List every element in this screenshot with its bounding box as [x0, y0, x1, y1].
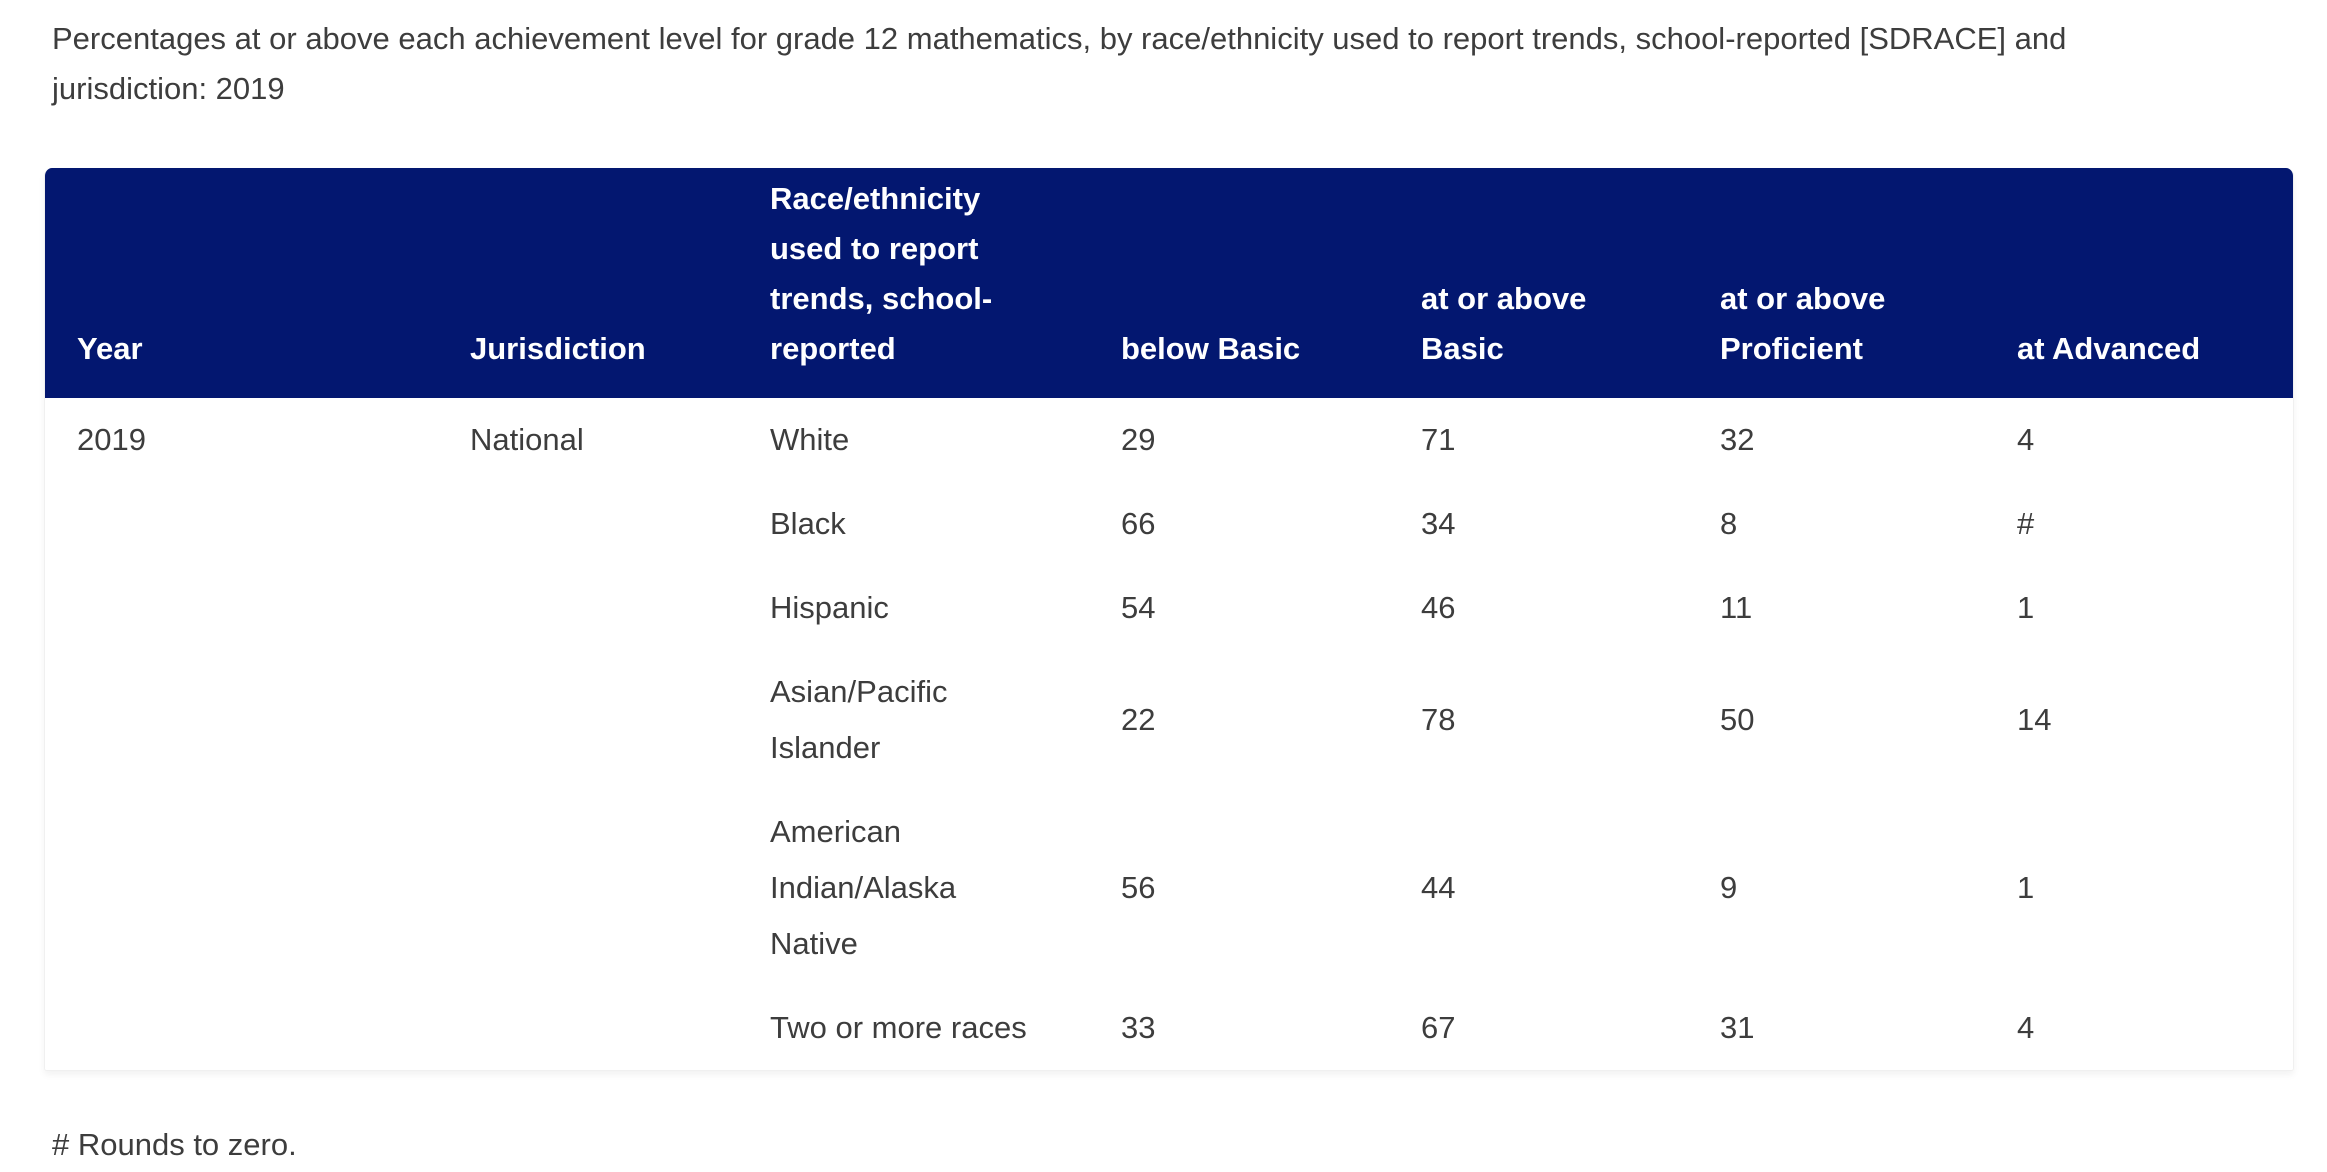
cell-at-advanced: 1: [1985, 566, 2293, 650]
cell-jurisdiction: [438, 790, 738, 986]
cell-at-advanced: #: [1985, 482, 2293, 566]
page: Percentages at or above each achievement…: [44, 14, 2297, 1167]
cell-at-or-above-basic: 71: [1389, 398, 1688, 482]
cell-race: Hispanic: [738, 566, 1089, 650]
table-row-american-indian-alaska-native: American Indian/Alaska Native 56 44 9 1: [45, 790, 2293, 986]
cell-year: [45, 650, 438, 790]
column-header-year: Year: [45, 168, 438, 398]
table-row-asian-pacific-islander: Asian/Pacific Islander 22 78 50 14: [45, 650, 2293, 790]
table-row-white: 2019 National White 29 71 32 4: [45, 398, 2293, 482]
cell-below-basic: 29: [1089, 398, 1389, 482]
cell-at-or-above-basic: 78: [1389, 650, 1688, 790]
cell-year: [45, 566, 438, 650]
cell-jurisdiction: [438, 482, 738, 566]
column-header-at-or-above-proficient: at or above Proficient: [1688, 168, 1985, 398]
cell-at-or-above-proficient: 8: [1688, 482, 1985, 566]
column-header-race-ethnicity: Race/ethnicity used to report trends, sc…: [738, 168, 1089, 398]
cell-jurisdiction: [438, 566, 738, 650]
cell-at-advanced: 4: [1985, 398, 2293, 482]
page-title: Percentages at or above each achievement…: [52, 21, 2067, 106]
table-row-two-or-more-races: Two or more races 33 67 31 4: [45, 986, 2293, 1070]
cell-jurisdiction: [438, 650, 738, 790]
cell-at-advanced: 4: [1985, 986, 2293, 1070]
column-header-at-or-above-basic: at or above Basic: [1389, 168, 1688, 398]
cell-at-or-above-basic: 44: [1389, 790, 1688, 986]
cell-at-or-above-basic: 67: [1389, 986, 1688, 1070]
footnote: # Rounds to zero.: [52, 1127, 297, 1162]
cell-at-or-above-basic: 46: [1389, 566, 1688, 650]
column-header-below-basic: below Basic: [1089, 168, 1389, 398]
achievement-table: Year Jurisdiction Race/ethnicity used to…: [45, 168, 2293, 1070]
cell-at-advanced: 14: [1985, 650, 2293, 790]
cell-at-or-above-basic: 34: [1389, 482, 1688, 566]
cell-year: [45, 790, 438, 986]
cell-race: White: [738, 398, 1089, 482]
achievement-table-card: Year Jurisdiction Race/ethnicity used to…: [44, 168, 2294, 1071]
cell-race: Asian/Pacific Islander: [738, 650, 1089, 790]
cell-below-basic: 66: [1089, 482, 1389, 566]
column-header-jurisdiction: Jurisdiction: [438, 168, 738, 398]
cell-below-basic: 54: [1089, 566, 1389, 650]
cell-below-basic: 22: [1089, 650, 1389, 790]
table-row-black: Black 66 34 8 #: [45, 482, 2293, 566]
table-row-hispanic: Hispanic 54 46 11 1: [45, 566, 2293, 650]
cell-year: [45, 482, 438, 566]
cell-at-or-above-proficient: 11: [1688, 566, 1985, 650]
cell-at-or-above-proficient: 32: [1688, 398, 1985, 482]
cell-year: [45, 986, 438, 1070]
cell-jurisdiction: National: [438, 398, 738, 482]
cell-race: American Indian/Alaska Native: [738, 790, 1089, 986]
header-row: Year Jurisdiction Race/ethnicity used to…: [45, 168, 2293, 398]
cell-jurisdiction: [438, 986, 738, 1070]
cell-race: Two or more races: [738, 986, 1089, 1070]
column-header-at-advanced: at Advanced: [1985, 168, 2293, 398]
cell-at-advanced: 1: [1985, 790, 2293, 986]
cell-year: 2019: [45, 398, 438, 482]
cell-below-basic: 56: [1089, 790, 1389, 986]
cell-at-or-above-proficient: 50: [1688, 650, 1985, 790]
cell-below-basic: 33: [1089, 986, 1389, 1070]
cell-race: Black: [738, 482, 1089, 566]
cell-at-or-above-proficient: 31: [1688, 986, 1985, 1070]
cell-at-or-above-proficient: 9: [1688, 790, 1985, 986]
